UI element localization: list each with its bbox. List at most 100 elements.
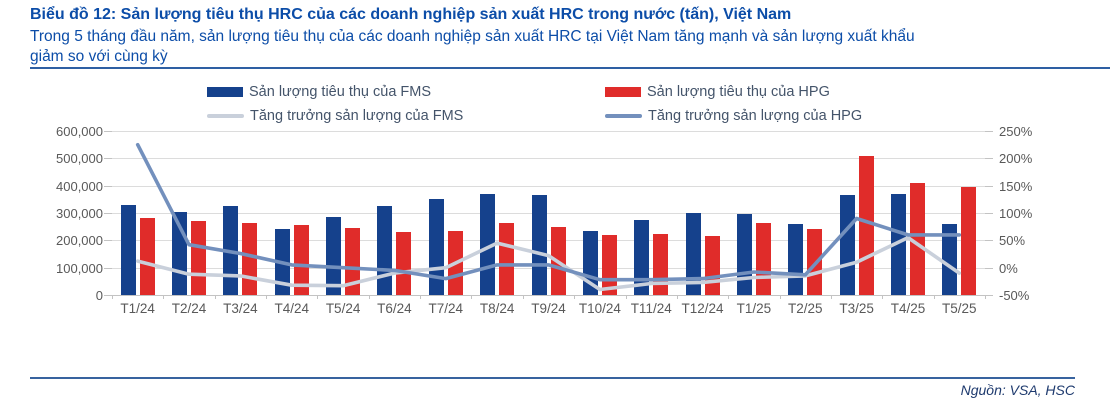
gridline bbox=[112, 185, 985, 187]
source-note: Nguồn: VSA, HSC bbox=[960, 382, 1075, 398]
bar-hpg bbox=[293, 225, 309, 295]
x-axis-tick bbox=[779, 295, 781, 299]
x-axis-tick bbox=[728, 295, 730, 299]
left-axis-tick bbox=[104, 295, 112, 296]
bar-fms bbox=[120, 204, 136, 295]
bar-fms bbox=[326, 217, 342, 295]
left-axis-label: 0 bbox=[95, 288, 103, 303]
left-axis-tick bbox=[104, 213, 112, 214]
x-axis-label: T12/24 bbox=[681, 301, 724, 316]
right-axis-label: 50% bbox=[999, 233, 1026, 249]
x-axis-tick bbox=[112, 295, 113, 299]
x-axis-tick bbox=[882, 295, 884, 299]
x-axis-tick bbox=[317, 295, 319, 299]
x-axis-label: T5/25 bbox=[942, 301, 977, 316]
left-axis-label: 600,000 bbox=[56, 124, 103, 139]
legend-item: Sản lượng tiêu thụ của FMS bbox=[207, 83, 431, 101]
x-axis-label: T7/24 bbox=[428, 301, 464, 316]
chart-subtitle-line-2: giảm so với cùng kỳ bbox=[30, 48, 168, 65]
left-axis-tick bbox=[104, 158, 112, 160]
x-axis-label: T9/24 bbox=[531, 301, 566, 316]
x-axis-label: T2/25 bbox=[787, 301, 823, 316]
right-axis-tick bbox=[985, 185, 993, 187]
x-axis-tick bbox=[522, 295, 524, 299]
x-axis-tick bbox=[574, 295, 576, 299]
right-axis-label: -50% bbox=[999, 288, 1030, 303]
legend-bar-swatch bbox=[207, 87, 243, 97]
right-axis-tick bbox=[985, 131, 993, 132]
legend-label: Sản lượng tiêu thụ của HPG bbox=[647, 84, 830, 100]
x-axis-label: T1/25 bbox=[736, 301, 772, 316]
right-axis-label: 150% bbox=[999, 178, 1033, 194]
left-axis-tick bbox=[104, 267, 112, 269]
bar-fms bbox=[890, 193, 906, 295]
bar-hpg bbox=[961, 187, 977, 295]
bar-fms bbox=[634, 219, 650, 295]
left-axis-label: 400,000 bbox=[56, 178, 103, 194]
x-axis-label: T2/24 bbox=[171, 301, 207, 316]
x-axis-label: T8/24 bbox=[479, 301, 515, 316]
bar-fms bbox=[942, 223, 958, 295]
plot-area bbox=[112, 131, 985, 296]
growth-lines bbox=[135, 142, 962, 292]
x-axis-label: T4/24 bbox=[274, 301, 309, 316]
x-axis-tick bbox=[214, 295, 216, 299]
left-axis-label: 200,000 bbox=[56, 233, 103, 249]
left-axis-tick bbox=[104, 131, 112, 132]
legend-item: Tăng trưởng sản lượng của FMS bbox=[207, 107, 463, 125]
x-axis-label: T3/24 bbox=[223, 301, 258, 316]
line-fms-growth bbox=[135, 235, 962, 292]
legend-label: Tăng trưởng sản lượng của FMS bbox=[250, 108, 464, 124]
bar-hpg bbox=[499, 222, 515, 295]
x-axis-tick bbox=[368, 295, 370, 299]
gridline bbox=[112, 213, 985, 214]
chart-title: Biểu đồ 12: Sản lượng tiêu thụ HRC của c… bbox=[30, 6, 792, 23]
left-axis-tick bbox=[104, 185, 112, 187]
x-axis-label: T6/24 bbox=[377, 301, 412, 316]
left-axis-tick bbox=[104, 240, 112, 242]
bar-fms bbox=[531, 195, 547, 295]
left-axis-label: 100,000 bbox=[56, 260, 103, 276]
right-axis-label: 200% bbox=[999, 151, 1033, 167]
right-axis-tick bbox=[985, 295, 993, 296]
legend-item: Tăng trưởng sản lượng của HPG bbox=[605, 107, 862, 125]
bar-hpg bbox=[139, 218, 155, 295]
x-axis-tick bbox=[266, 295, 268, 299]
legend-label: Sản lượng tiêu thụ của FMS bbox=[249, 84, 432, 100]
left-axis-label: 500,000 bbox=[56, 151, 103, 167]
gridline bbox=[112, 267, 985, 269]
gridline bbox=[112, 295, 985, 296]
x-axis-tick bbox=[933, 295, 935, 299]
bar-fms bbox=[685, 213, 701, 295]
legend-bar-swatch bbox=[605, 87, 641, 97]
x-axis-label: T3/25 bbox=[839, 301, 874, 316]
x-axis-tick bbox=[830, 295, 832, 299]
bar-hpg bbox=[345, 228, 361, 295]
x-axis-tick bbox=[625, 295, 627, 299]
right-axis-tick bbox=[985, 240, 993, 242]
legend-item: Sản lượng tiêu thụ của HPG bbox=[605, 83, 830, 101]
chart-subtitle-line-1: Trong 5 tháng đầu năm, sản lượng tiêu th… bbox=[30, 28, 915, 45]
x-axis-label: T5/24 bbox=[325, 301, 361, 316]
gridline bbox=[112, 240, 985, 242]
left-axis-label: 300,000 bbox=[56, 206, 103, 221]
x-axis-tick bbox=[985, 295, 986, 299]
bar-hpg bbox=[909, 182, 925, 295]
x-axis-label: T1/24 bbox=[120, 301, 155, 316]
gridline bbox=[112, 131, 985, 132]
x-axis-tick bbox=[676, 295, 678, 299]
footer-divider bbox=[30, 377, 1075, 379]
right-axis-tick bbox=[985, 158, 993, 160]
bar-hpg bbox=[396, 232, 412, 295]
right-axis-tick bbox=[985, 267, 993, 269]
x-axis-tick bbox=[420, 295, 422, 299]
legend-line-swatch bbox=[605, 114, 642, 118]
bar-fms bbox=[428, 199, 444, 295]
header-divider bbox=[30, 67, 1110, 69]
right-axis-label: 100% bbox=[999, 206, 1033, 221]
right-axis-label: 0% bbox=[999, 260, 1018, 276]
right-axis-tick bbox=[985, 213, 993, 214]
legend-label: Tăng trưởng sản lượng của HPG bbox=[648, 108, 863, 124]
